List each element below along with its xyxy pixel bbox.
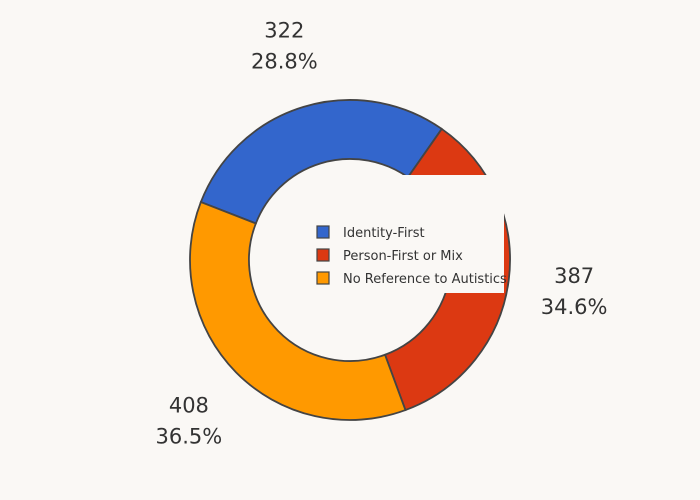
slice-label-person-first-or-mix-value: 387: [554, 264, 594, 288]
legend-item-no-reference[interactable]: No Reference to Autistics: [316, 271, 507, 287]
legend-item-person-first-or-mix[interactable]: Person-First or Mix: [316, 248, 463, 264]
slice-no-reference: [189, 200, 407, 421]
legend-item-identity-first-swatch: [316, 225, 330, 239]
legend-item-no-reference-label: No Reference to Autistics: [343, 272, 507, 287]
legend-item-identity-first[interactable]: Identity-First: [316, 225, 425, 241]
legend-item-person-first-or-mix-swatch: [316, 248, 330, 262]
slice-identity-first: [199, 99, 444, 225]
slice-label-person-first-or-mix: 387 34.6%: [541, 264, 608, 319]
slice-label-identity-first-percent: 28.8%: [251, 50, 318, 74]
legend-item-person-first-or-mix-label: Person-First or Mix: [343, 249, 463, 264]
legend-item-no-reference-swatch: [316, 271, 330, 285]
slice-label-no-reference: 408 36.5%: [156, 393, 223, 448]
slice-label-no-reference-value: 408: [169, 393, 209, 417]
legend: Identity-First Person-First or Mix No Refe…: [306, 175, 507, 293]
slice-labels: 322 28.8% 387 34.6% 408 36.5%: [156, 19, 608, 449]
slice-label-identity-first-value: 322: [264, 19, 304, 43]
legend-background: [306, 175, 504, 293]
slice-label-person-first-or-mix-percent: 34.6%: [541, 295, 608, 319]
slice-label-no-reference-percent: 36.5%: [156, 424, 223, 448]
slice-label-identity-first: 322 28.8%: [251, 19, 318, 74]
legend-item-identity-first-label: Identity-First: [343, 226, 425, 241]
